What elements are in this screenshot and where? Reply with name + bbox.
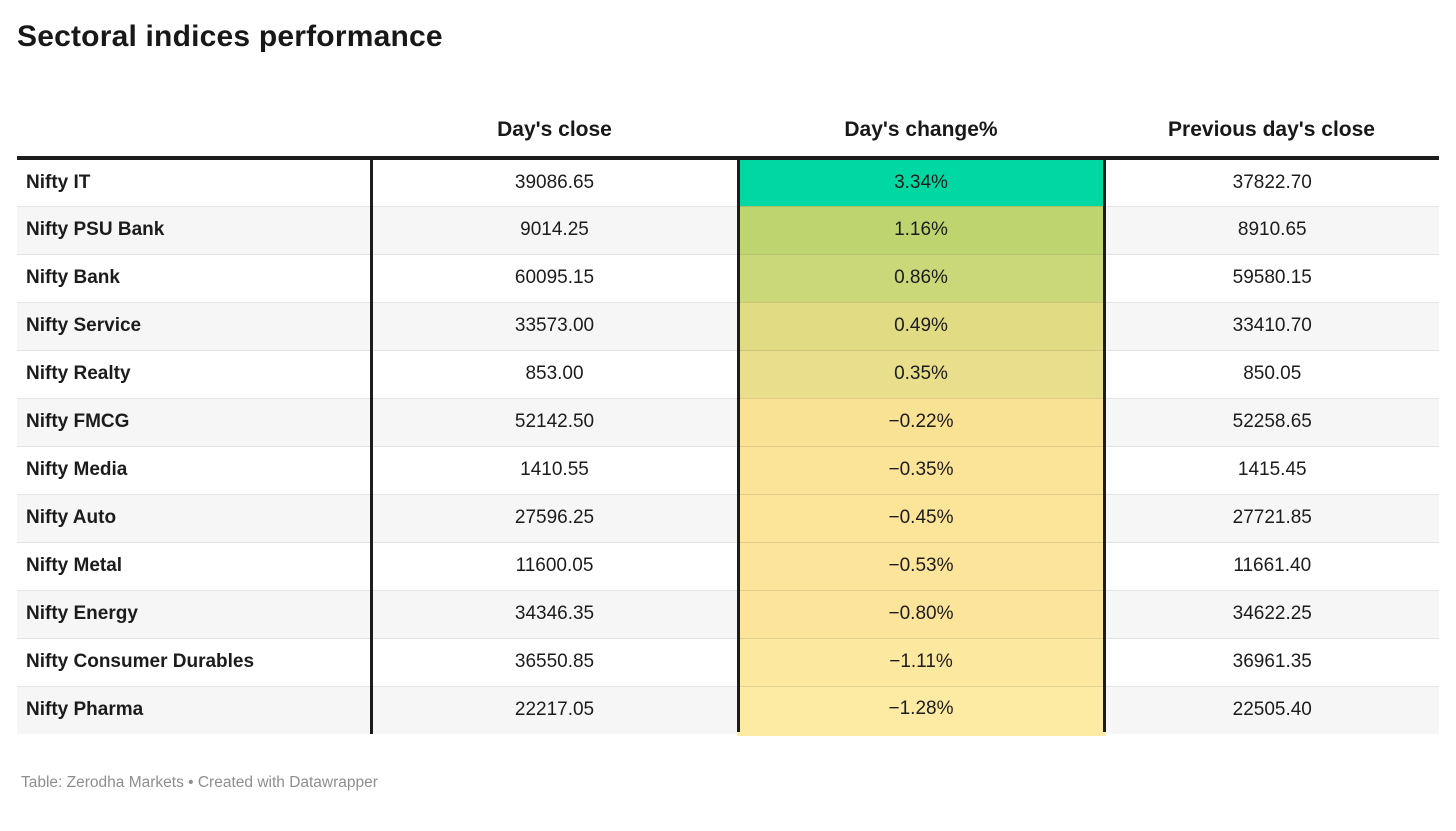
- days-change-cell: 0.49%: [736, 301, 1106, 350]
- days-change-cell: 1.16%: [736, 205, 1106, 254]
- days-change-cell: −0.80%: [736, 589, 1106, 638]
- days-close-cell: 52142.50: [371, 397, 738, 446]
- previous-close-cell: 36961.35: [1104, 637, 1439, 686]
- days-change-cell: −0.53%: [736, 541, 1106, 590]
- days-close-cell: 34346.35: [371, 589, 738, 638]
- table-row: Nifty Energy 34346.35 −0.80% 34622.25: [17, 589, 1439, 638]
- previous-close-cell: 52258.65: [1104, 397, 1439, 446]
- days-close-cell: 11600.05: [371, 541, 738, 590]
- days-change-cell: −1.28%: [736, 685, 1106, 736]
- column-header-days-close: Day's close: [371, 56, 738, 160]
- days-change-cell: −0.45%: [736, 493, 1106, 542]
- index-name-cell: Nifty PSU Bank: [17, 205, 373, 254]
- days-change-cell: −0.35%: [736, 445, 1106, 494]
- column-header-days-change: Day's change%: [738, 56, 1104, 160]
- index-name-cell: Nifty Consumer Durables: [17, 637, 373, 686]
- previous-close-cell: 34622.25: [1104, 589, 1439, 638]
- table-row: Nifty Pharma 22217.05 −1.28% 22505.40: [17, 685, 1439, 736]
- column-header-index: [17, 56, 371, 160]
- days-close-cell: 60095.15: [371, 253, 738, 302]
- index-name-cell: Nifty Media: [17, 445, 373, 494]
- page-title: Sectoral indices performance: [17, 20, 443, 53]
- table-row: Nifty Metal 11600.05 −0.53% 11661.40: [17, 541, 1439, 590]
- table-body: Nifty IT 39086.65 3.34% 37822.70 Nifty P…: [17, 158, 1439, 736]
- previous-close-cell: 1415.45: [1104, 445, 1439, 494]
- index-name-cell: Nifty Bank: [17, 253, 373, 302]
- table-row: Nifty Bank 60095.15 0.86% 59580.15: [17, 253, 1439, 302]
- table-row: Nifty Consumer Durables 36550.85 −1.11% …: [17, 637, 1439, 686]
- datawrapper-link[interactable]: Datawrapper: [289, 774, 378, 791]
- column-header-previous-close: Previous day's close: [1104, 56, 1439, 160]
- index-name-cell: Nifty Pharma: [17, 685, 373, 734]
- index-name-cell: Nifty FMCG: [17, 397, 373, 446]
- days-change-cell: −0.22%: [736, 397, 1106, 446]
- sectoral-indices-table: Day's close Day's change% Previous day's…: [17, 56, 1439, 736]
- table-row: Nifty FMCG 52142.50 −0.22% 52258.65: [17, 397, 1439, 446]
- days-close-cell: 853.00: [371, 349, 738, 398]
- days-change-cell: −1.11%: [736, 637, 1106, 686]
- table-header: Day's close Day's change% Previous day's…: [17, 56, 1439, 160]
- previous-close-cell: 850.05: [1104, 349, 1439, 398]
- index-name-cell: Nifty Auto: [17, 493, 373, 542]
- index-name-cell: Nifty Metal: [17, 541, 373, 590]
- index-name-cell: Nifty IT: [17, 158, 373, 206]
- table-footer: Table: Zerodha Markets • Created with Da…: [17, 774, 1439, 792]
- days-change-cell: 3.34%: [736, 158, 1106, 206]
- table-row: Nifty PSU Bank 9014.25 1.16% 8910.65: [17, 205, 1439, 254]
- table-row: Nifty Auto 27596.25 −0.45% 27721.85: [17, 493, 1439, 542]
- index-name-cell: Nifty Realty: [17, 349, 373, 398]
- previous-close-cell: 37822.70: [1232, 171, 1312, 193]
- table-row: Nifty Realty 853.00 0.35% 850.05: [17, 349, 1439, 398]
- previous-close-cell: 22505.40: [1104, 685, 1439, 734]
- datawrapper-table-page: Sectoral indices performance Day's close…: [0, 18, 1456, 831]
- days-close-cell: 33573.00: [371, 301, 738, 350]
- previous-close-cell: 11661.40: [1104, 541, 1439, 590]
- index-name-cell: Nifty Service: [17, 301, 373, 350]
- table-row: Nifty Media 1410.55 −0.35% 1415.45: [17, 445, 1439, 494]
- previous-close-cell: 27721.85: [1104, 493, 1439, 542]
- days-close-cell: 27596.25: [371, 493, 738, 542]
- days-close-cell: 39086.65: [514, 171, 595, 193]
- previous-close-cell: 33410.70: [1104, 301, 1439, 350]
- days-close-cell: 9014.25: [371, 205, 738, 254]
- previous-close-cell: 8910.65: [1104, 205, 1439, 254]
- days-close-cell: 36550.85: [371, 637, 738, 686]
- days-change-cell: 0.86%: [736, 253, 1106, 302]
- previous-close-cell: 59580.15: [1104, 253, 1439, 302]
- days-close-cell: 1410.55: [371, 445, 738, 494]
- table-row: Nifty IT 39086.65 3.34% 37822.70: [17, 158, 1439, 206]
- days-close-cell: 22217.05: [371, 685, 738, 734]
- index-name-cell: Nifty Energy: [17, 589, 373, 638]
- table-row: Nifty Service 33573.00 0.49% 33410.70: [17, 301, 1439, 350]
- days-change-cell: 0.35%: [736, 349, 1106, 398]
- footer-attribution-text: Table: Zerodha Markets • Created with: [21, 774, 290, 791]
